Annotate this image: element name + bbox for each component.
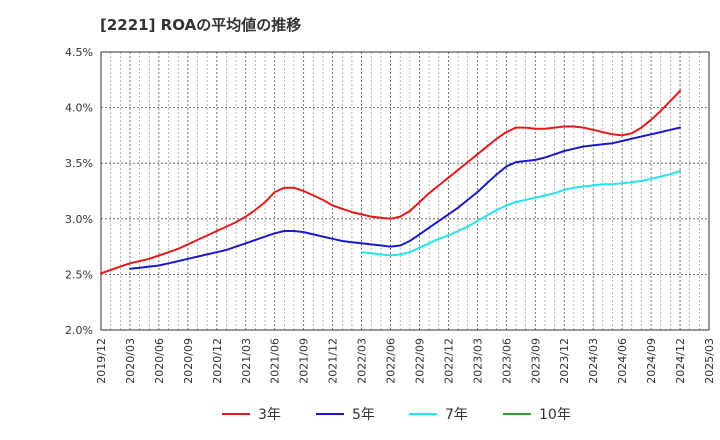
chart-title: [2221] ROAの平均値の推移 [100, 16, 302, 34]
legend-label: 5年 [352, 407, 375, 423]
plot-border [100, 51, 710, 331]
y-tick-label: 2.5% [65, 268, 93, 281]
x-tick-label: 2024/09 [645, 338, 658, 384]
x-tick-label: 2019/12 [95, 338, 108, 384]
plot-area [101, 52, 709, 330]
x-tick-label: 2020/09 [182, 338, 195, 384]
legend-label: 3年 [258, 407, 281, 423]
legend-label: 7年 [445, 407, 468, 423]
x-tick-label: 2021/03 [240, 338, 253, 384]
x-tick-label: 2022/03 [356, 338, 369, 384]
series-line-5年 [129, 126, 681, 270]
x-tick-label: 2022/09 [413, 338, 426, 384]
x-tick-label: 2022/06 [385, 338, 398, 384]
x-tick-label: 2024/06 [616, 338, 629, 384]
x-tick-label: 2022/12 [442, 338, 455, 384]
x-tick-label: 2021/06 [269, 338, 282, 384]
x-tick-label: 2021/12 [327, 338, 340, 384]
x-tick-label: 2023/03 [471, 338, 484, 384]
x-tick-label: 2025/03 [703, 338, 716, 384]
y-tick-label: 4.0% [65, 102, 93, 115]
x-tick-label: 2024/12 [674, 338, 687, 384]
y-tick-label: 2.0% [65, 324, 93, 337]
legend-label: 10年 [539, 407, 571, 423]
x-tick-label: 2024/03 [587, 338, 600, 384]
y-tick-label: 3.5% [65, 157, 93, 170]
x-tick-label: 2020/12 [211, 338, 224, 384]
y-tick-label: 3.0% [65, 213, 93, 226]
series-line-7年 [360, 170, 681, 257]
y-tick-label: 4.5% [65, 46, 93, 59]
x-tick-label: 2023/09 [529, 338, 542, 384]
x-tick-label: 2023/12 [558, 338, 571, 384]
x-tick-label: 2020/03 [124, 338, 137, 384]
series-line-3年 [100, 89, 681, 275]
x-tick-label: 2023/06 [500, 338, 513, 384]
x-tick-label: 2021/09 [298, 338, 311, 384]
x-tick-label: 2020/06 [153, 338, 166, 384]
